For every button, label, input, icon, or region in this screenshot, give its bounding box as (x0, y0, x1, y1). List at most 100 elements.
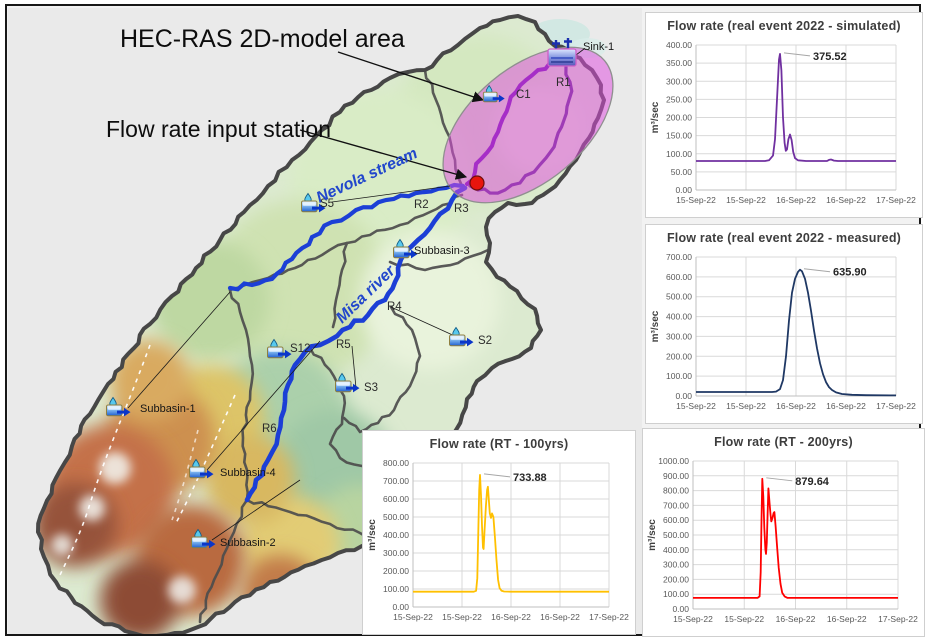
nevola-river-line (227, 182, 466, 292)
chart-plot-rt200: 0.00 100.00 200.00 300.00 400.00 500.00 600.00… (647, 456, 918, 624)
y-tick-label: 150.00 (666, 131, 692, 141)
input-station-arrow (299, 129, 468, 180)
y-tick-label: 0.00 (392, 602, 409, 612)
series-line (693, 477, 898, 599)
y-tick-label: 500.00 (666, 292, 692, 302)
sink-1-icon (547, 38, 577, 67)
y-tick-label: 700.00 (383, 476, 409, 486)
chart-title-rt100: Flow rate (RT - 100yrs) (429, 437, 569, 451)
leader-line (206, 340, 321, 471)
peak-value-label: 733.88 (513, 472, 547, 484)
series-line (696, 268, 897, 397)
x-tick-label: 16-Sep-22 (776, 614, 816, 624)
leader-line (575, 48, 585, 56)
y-tick-label: 100.00 (666, 149, 692, 159)
x-tick-label: 15-Sep-22 (676, 195, 716, 205)
x-tick-label: 15-Sep-22 (676, 401, 716, 411)
label-s12: S12 (290, 343, 310, 355)
x-tick-label: 15-Sep-22 (726, 195, 766, 205)
label-c1: C1 (516, 89, 531, 101)
y-axis-label: m³/sec (650, 310, 661, 342)
peak-value-label: 879.64 (795, 476, 830, 488)
x-tick-label: 15-Sep-22 (724, 614, 764, 624)
x-tick-label: 17-Sep-22 (878, 614, 918, 624)
y-tick-label: 0.00 (672, 604, 689, 614)
y-axis-label: m³/sec (647, 519, 658, 551)
chart-title-rt200: Flow rate (RT - 200yrs) (714, 435, 853, 449)
y-tick-label: 400.00 (666, 312, 692, 322)
chart-title-simulated: Flow rate (real event 2022 - simulated) (667, 19, 901, 33)
annotation-leader (766, 477, 793, 482)
chart-card-measured: Flow rate (real event 2022 - measured) 0… (645, 224, 923, 424)
x-tick-label: 16-Sep-22 (826, 195, 866, 205)
ridgeline-dashes (59, 344, 236, 576)
y-tick-label: 300.00 (383, 548, 409, 558)
label-r3: R3 (454, 203, 469, 215)
leader-line (331, 185, 451, 203)
y-tick-label: 100.00 (383, 584, 409, 594)
y-tick-label: 500.00 (663, 530, 689, 540)
y-tick-label: 100.00 (666, 371, 692, 381)
peak-value-label: 635.90 (833, 267, 867, 279)
y-tick-label: 200.00 (383, 566, 409, 576)
label-subbasin-1: Subbasin-1 (140, 403, 196, 415)
y-tick-label: 700.00 (663, 500, 689, 510)
y-tick-label: 800.00 (663, 486, 689, 496)
leader-line (211, 479, 301, 541)
label-s2: S2 (478, 335, 492, 347)
y-tick-label: 400.00 (383, 530, 409, 540)
label-sink-1: Sink-1 (583, 41, 614, 53)
y-tick-label: 700.00 (666, 252, 692, 262)
chart-card-simulated: Flow rate (real event 2022 - simulated) … (645, 12, 923, 218)
y-tick-label: 900.00 (663, 471, 689, 481)
y-tick-label: 350.00 (666, 58, 692, 68)
chart-card-rt100: Flow rate (RT - 100yrs) 0.00 100.00 200.00… (362, 430, 636, 635)
y-tick-label: 200.00 (663, 574, 689, 584)
annotation-leader (783, 52, 811, 57)
x-tick-label: 16-Sep-22 (776, 195, 816, 205)
x-tick-label: 16-Sep-22 (827, 614, 867, 624)
leader-line (127, 291, 231, 409)
chart-card-rt200: Flow rate (RT - 200yrs) 0.00 100.00 200.00… (642, 428, 925, 637)
x-tick-label: 15-Sep-22 (442, 612, 482, 622)
y-axis-label: m³/sec (367, 519, 378, 551)
model-area-arrow (337, 51, 485, 103)
label-s5: S5 (320, 198, 334, 210)
map-point-labels: Subbasin-1 Subbasin-2 Subbasin-3 Subbasi… (140, 41, 614, 549)
x-tick-label: 15-Sep-22 (393, 612, 433, 622)
x-tick-label: 15-Sep-22 (673, 614, 713, 624)
x-tick-label: 16-Sep-22 (540, 612, 580, 622)
basin-boundary (36, 14, 606, 634)
leader-lines (127, 48, 585, 541)
misa-river-line (244, 185, 468, 503)
chart-plot-rt100: 0.00 100.00 200.00 300.00 400.00 500.00 600.00… (367, 458, 629, 622)
y-axis-label: m³/sec (650, 101, 661, 133)
label-r4: R4 (387, 301, 402, 313)
annotation-leader (483, 473, 511, 478)
leader-line (351, 345, 357, 389)
x-tick-label: 16-Sep-22 (491, 612, 531, 622)
series-line (413, 474, 609, 593)
y-tick-label: 600.00 (666, 272, 692, 282)
model-area-annotation: HEC-RAS 2D-model area (120, 25, 405, 53)
x-tick-label: 17-Sep-22 (589, 612, 629, 622)
y-tick-label: 400.00 (666, 40, 692, 50)
label-s3: S3 (364, 382, 378, 394)
y-tick-label: 500.00 (383, 512, 409, 522)
label-subbasin-2: Subbasin-2 (220, 537, 276, 549)
y-tick-label: 100.00 (663, 589, 689, 599)
x-tick-label: 16-Sep-22 (826, 401, 866, 411)
y-tick-label: 1000.00 (658, 456, 689, 466)
y-tick-label: 800.00 (383, 458, 409, 468)
y-tick-label: 0.00 (675, 391, 692, 401)
chart-title-measured: Flow rate (real event 2022 - measured) (666, 231, 902, 245)
y-tick-label: 50.00 (671, 167, 693, 177)
y-tick-label: 300.00 (666, 76, 692, 86)
label-r2: R2 (414, 199, 429, 211)
y-tick-label: 400.00 (663, 545, 689, 555)
input-station-annotation: Flow rate input station (106, 116, 331, 142)
model-area-ellipse (442, 46, 614, 204)
label-r6: R6 (262, 423, 277, 435)
y-tick-label: 0.00 (675, 185, 692, 195)
